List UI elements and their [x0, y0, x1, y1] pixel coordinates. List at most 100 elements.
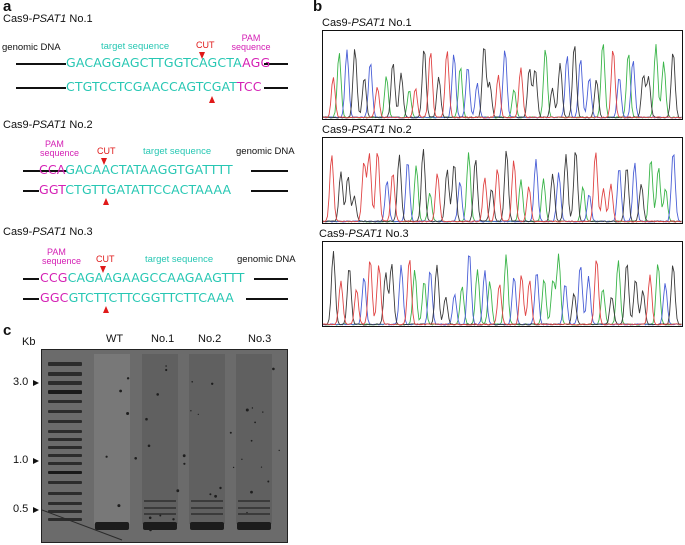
panel-b-title-no1: Cas9-PSAT1 No.1: [322, 17, 412, 29]
trace-G: [323, 149, 682, 223]
kb-label: Kb: [22, 336, 36, 348]
gel-speck: [250, 439, 253, 442]
marker-arrow-icon: [33, 458, 39, 464]
cut-arrow-up-icon: [103, 306, 109, 313]
cut-arrow-down-icon: [100, 266, 106, 273]
title-prefix: Cas9-: [3, 13, 33, 25]
genomic-dna-label: genomic DNA: [236, 146, 295, 157]
lane-smear: [189, 354, 225, 524]
lane-smear: [94, 354, 130, 524]
gel-speck: [182, 454, 186, 458]
gel-speck: [105, 455, 108, 458]
panel-a-letter: a: [3, 0, 12, 15]
gel-speck: [134, 457, 137, 460]
ladder-band: [48, 430, 82, 433]
lane-smear: [236, 354, 272, 524]
ladder-band: [48, 502, 82, 505]
pam-line1: PAM: [241, 33, 261, 43]
trace-G: [323, 46, 682, 119]
ladder-band: [48, 410, 82, 413]
gel-speck: [241, 458, 243, 460]
top-strand-sequence: CCAGACAACTATAAGGTGATTTT: [39, 162, 233, 177]
cut-arrow-up-icon: [209, 96, 215, 103]
bottom-strand-sequence: GGTCTGTTGATATTCCACTAAAA: [39, 182, 232, 197]
gel-speck: [159, 514, 162, 517]
dna-strand-line: [16, 63, 66, 65]
ladder-band: [48, 518, 82, 521]
dna-strand-line: [23, 298, 39, 300]
lane-label-no1: No.1: [151, 333, 175, 345]
gel-speck: [156, 393, 159, 396]
cut-label: CUT: [97, 146, 116, 156]
genomic-dna-label: genomic DNA: [2, 42, 61, 53]
ladder-band: [48, 481, 82, 484]
marker-label-05kb: 0.5: [13, 503, 29, 515]
lane-faint-band: [238, 507, 270, 509]
ladder-band: [48, 420, 82, 423]
lane-smear: [142, 354, 178, 524]
lane-label-no2: No.2: [198, 333, 222, 345]
gel-speck: [267, 480, 270, 483]
target-sequence-label: target sequence: [143, 146, 212, 157]
ladder-band: [48, 438, 82, 441]
gel-speck: [114, 527, 117, 529]
marker-label-1kb: 1.0: [13, 454, 29, 466]
lane-label-wt: WT: [106, 333, 124, 345]
dna-strand-line: [246, 298, 288, 300]
dna-strand-line: [264, 87, 288, 89]
chromatogram-trace: [323, 44, 682, 119]
gel-speck: [149, 528, 152, 532]
lane-band: [95, 522, 129, 530]
trace-T: [323, 260, 682, 326]
gel-speck: [176, 489, 180, 493]
ladder-band: [48, 400, 82, 403]
ladder-band: [48, 362, 82, 366]
gel-speck: [209, 493, 212, 496]
gel-scratch: [42, 509, 123, 541]
panel-a-title-no2: Cas9-PSAT1 No.2: [3, 119, 93, 131]
gel-speck: [245, 408, 249, 412]
gel-speck: [190, 410, 192, 412]
gel-speck: [214, 494, 218, 498]
gel-speck: [232, 466, 235, 469]
trace-T: [323, 152, 682, 223]
dna-strand-line: [23, 278, 39, 280]
ladder-band: [48, 510, 82, 513]
gel-speck: [211, 382, 214, 385]
gel-speck: [278, 449, 280, 452]
dna-strand-line: [264, 63, 288, 65]
lane-label-no3: No.3: [248, 333, 272, 345]
ladder-band: [48, 381, 82, 385]
ladder-band: [48, 390, 82, 394]
dna-strand-line: [254, 278, 288, 280]
pam-sequence-label: PAM sequence: [227, 34, 275, 52]
ladder-band: [48, 454, 82, 457]
gene-name: PSAT1: [32, 13, 67, 25]
gel-speck: [229, 431, 232, 434]
marker-arrow-icon: [33, 380, 39, 386]
panel-b-title-no3: Cas9-PSAT1 No.3: [319, 228, 409, 240]
chromatogram-trace: [323, 251, 682, 326]
target-sequence-label: target sequence: [101, 41, 170, 52]
marker-arrow-icon: [33, 507, 39, 513]
lane-faint-band: [238, 500, 270, 502]
gel-speck: [250, 490, 253, 494]
lane-band: [143, 522, 177, 530]
ladder-band: [48, 462, 82, 465]
dna-strand-line: [251, 170, 288, 172]
panel-a-title-no1: Cas9-PSAT1 No.1: [3, 13, 93, 25]
dna-strand-line: [251, 190, 288, 192]
gel-speck: [165, 365, 167, 367]
lane-faint-band: [238, 513, 270, 515]
gel-speck: [172, 518, 175, 521]
lane-band: [190, 522, 224, 530]
bottom-strand-sequence: CTGTCCTCGAACCAGTCGATTCC: [66, 79, 262, 94]
panel-b-letter: b: [313, 0, 323, 15]
trace-T: [323, 50, 682, 119]
bottom-strand-sequence: GGCGTCTTCTTCGGTTCTTCAAA: [40, 290, 234, 305]
chromatogram-no2: [322, 137, 683, 224]
panel-b-title-no2: Cas9-PSAT1 No.2: [322, 124, 412, 136]
genomic-dna-label: genomic DNA: [237, 254, 296, 265]
marker-label-3kb: 3.0: [13, 376, 29, 388]
gel-speck: [119, 389, 122, 393]
